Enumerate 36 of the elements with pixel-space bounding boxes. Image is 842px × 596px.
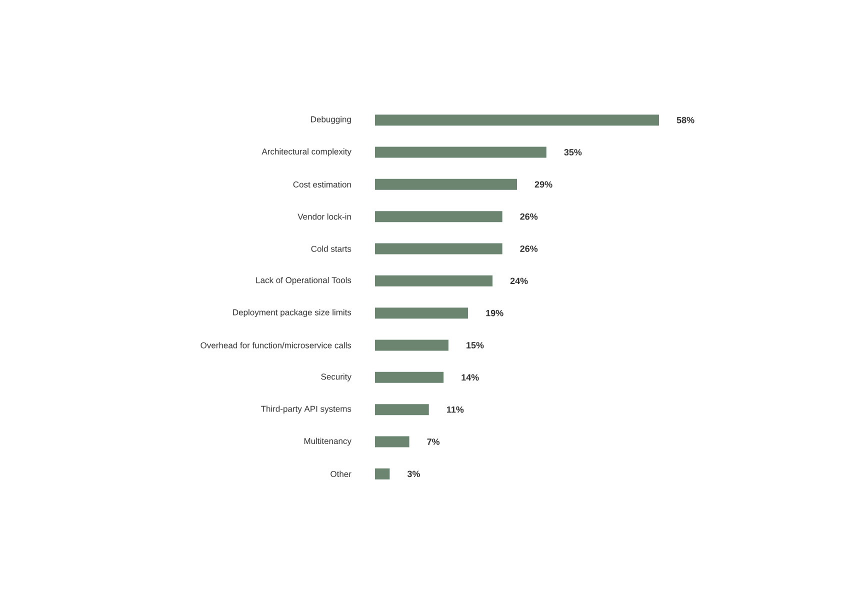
y-tick-label: Debugging (311, 116, 351, 124)
y-tick-label: Deployment package size limits (233, 309, 352, 318)
y-tick-label: Architectural complexity (262, 148, 352, 156)
bar (375, 308, 468, 319)
data-label: 24% (510, 278, 528, 284)
bar (375, 372, 444, 383)
y-tick-label: Security (321, 373, 352, 382)
y-tick-label: Overhead for function/microservice calls (200, 342, 352, 348)
data-label: 19% (486, 310, 504, 316)
data-label: 29% (534, 181, 552, 188)
y-tick-label: Cost estimation (293, 181, 351, 188)
y-tick-label: Lack of Operational Tools (256, 276, 352, 285)
bar (375, 146, 546, 158)
data-label: 58% (676, 116, 694, 124)
y-tick-label: Multitenancy (304, 438, 352, 446)
bar (375, 211, 502, 222)
data-label: 26% (520, 213, 538, 220)
data-label: 11% (446, 406, 464, 413)
data-label: 14% (462, 374, 479, 381)
bar (375, 243, 502, 254)
y-tick-label: Vendor lock-in (298, 213, 351, 220)
bar (375, 114, 659, 126)
y-tick-label: Other (330, 470, 352, 478)
bar (375, 404, 429, 416)
bar (375, 340, 448, 351)
y-tick-label: Cold starts (311, 246, 352, 252)
bar (375, 178, 517, 190)
data-label: 26% (520, 246, 538, 252)
data-label: 35% (564, 149, 582, 156)
data-label: 3% (407, 470, 420, 478)
y-tick-label: Third-party API systems (260, 406, 352, 414)
data-label: 15% (466, 342, 484, 348)
bar (375, 275, 493, 286)
data-label: 7% (427, 438, 440, 445)
bar (375, 436, 410, 448)
bar (375, 468, 390, 480)
